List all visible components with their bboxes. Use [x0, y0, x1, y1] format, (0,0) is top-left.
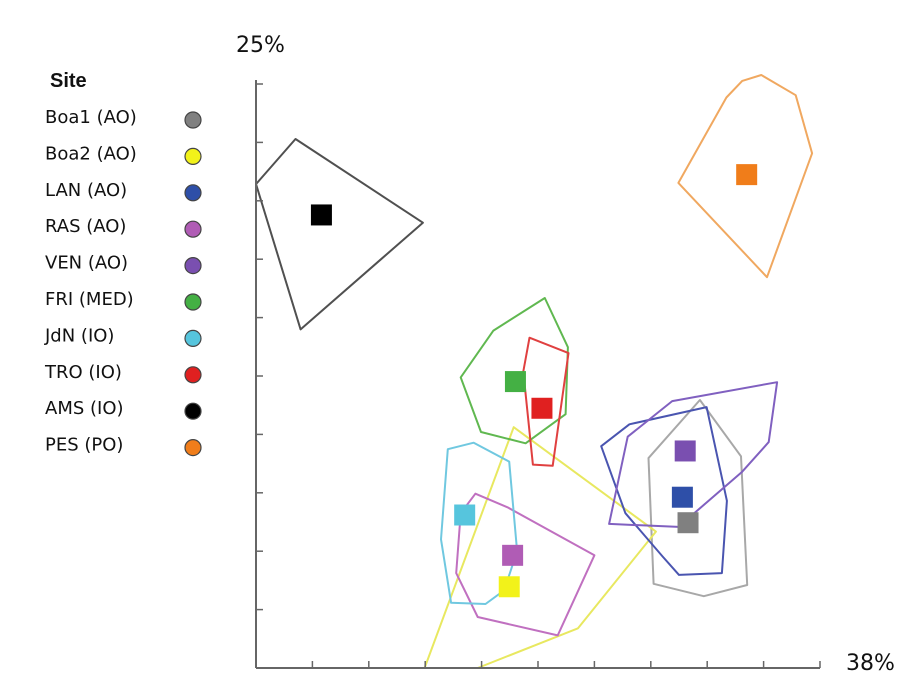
- legend-label-fri-med: FRI (MED): [45, 289, 134, 310]
- legend-swatch-ams-io: [184, 402, 202, 420]
- hull-ven-ao: [608, 381, 779, 528]
- legend-label-boa1-ao: Boa1 (AO): [45, 107, 137, 128]
- legend-label-pes-po: PES (PO): [45, 435, 123, 456]
- hull-ras-ao: [455, 492, 596, 637]
- hull-pes-po: [677, 74, 814, 279]
- legend: Site Boa1 (AO) Boa2 (AO) LAN (AO) RAS (AO) V…: [44, 70, 202, 457]
- legend-swatch-boa1-ao: [184, 111, 202, 129]
- centroid-marker-fri-med: [504, 371, 526, 393]
- legend-swatch-ven-ao: [184, 257, 202, 275]
- legend-label-boa2-ao: Boa2 (AO): [45, 143, 137, 164]
- legend-label-jdn-io: JdN (IO): [44, 325, 114, 346]
- legend-swatch-boa2-ao: [184, 147, 202, 165]
- legend-swatch-jdn-io: [184, 329, 202, 347]
- hull-lan-ao: [600, 406, 728, 576]
- legend-label-ams-io: AMS (IO): [45, 398, 124, 419]
- centroid-marker-ras-ao: [502, 544, 524, 566]
- legend-swatch-pes-po: [184, 439, 202, 457]
- centroid-marker-ven-ao: [674, 440, 696, 462]
- legend-swatch-tro-io: [184, 366, 202, 384]
- hull-layer: [255, 74, 814, 669]
- centroid-marker-boa1-ao: [677, 512, 699, 534]
- centroid-marker-ams-io: [310, 204, 332, 226]
- y-axis-max-label: 25%: [236, 33, 285, 58]
- legend-swatch-lan-ao: [184, 184, 202, 202]
- legend-label-ven-ao: VEN (AO): [45, 253, 128, 274]
- legend-title: Site: [50, 70, 87, 92]
- hull-fri-med: [459, 297, 569, 445]
- hull-tro-io: [522, 336, 570, 467]
- marker-layer: [310, 164, 758, 598]
- centroid-marker-tro-io: [531, 397, 553, 419]
- hull-boa2-ao: [423, 426, 657, 669]
- hull-ams-io: [255, 138, 424, 331]
- hull-boa1-ao: [647, 399, 749, 598]
- centroid-marker-jdn-io: [454, 504, 476, 526]
- legend-label-lan-ao: LAN (AO): [45, 180, 127, 201]
- centroid-marker-pes-po: [736, 164, 758, 186]
- centroid-marker-lan-ao: [671, 486, 693, 508]
- centroid-marker-boa2-ao: [498, 576, 520, 598]
- legend-label-tro-io: TRO (IO): [44, 362, 122, 383]
- x-axis-max-label: 38%: [846, 651, 895, 676]
- legend-label-ras-ao: RAS (AO): [45, 216, 126, 237]
- legend-swatch-fri-med: [184, 293, 202, 311]
- legend-swatch-ras-ao: [184, 220, 202, 238]
- axes: [255, 80, 821, 669]
